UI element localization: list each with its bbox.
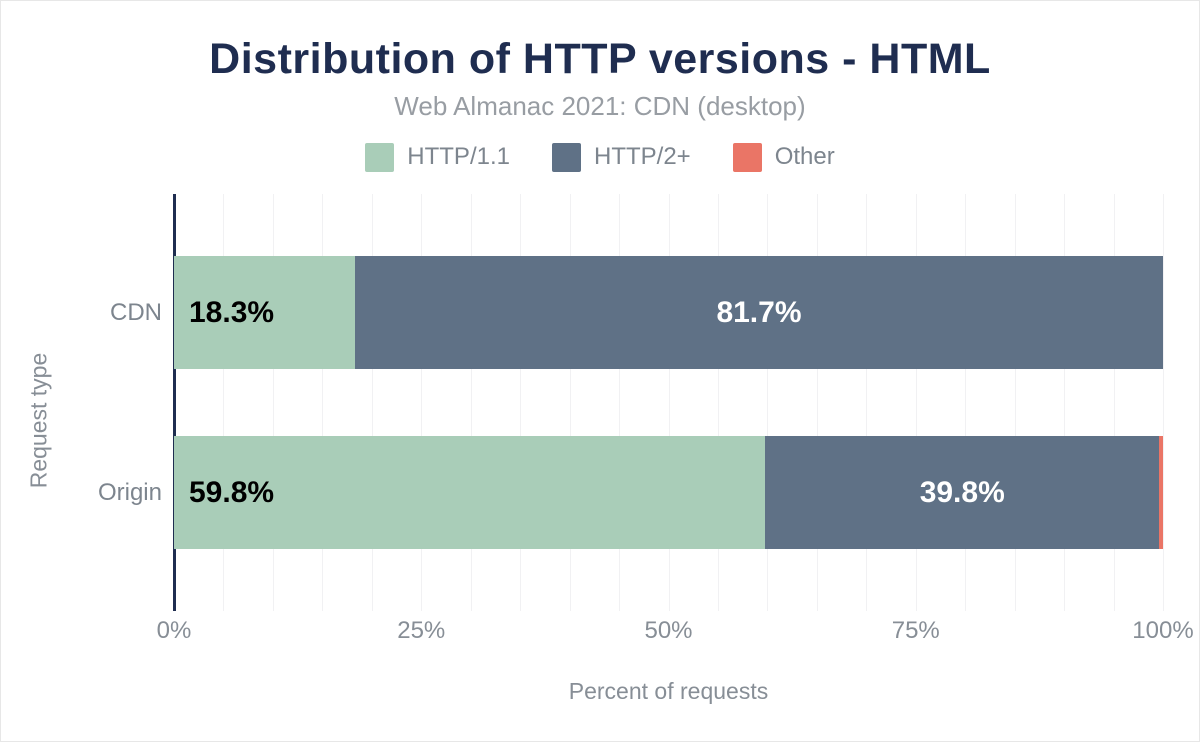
gridline bbox=[668, 194, 670, 611]
bar-value-label: 59.8% bbox=[189, 475, 275, 509]
legend-item-1[interactable]: HTTP/2+ bbox=[551, 142, 691, 172]
legend-label: HTTP/1.1 bbox=[407, 143, 510, 170]
legend-swatch-icon bbox=[365, 142, 395, 172]
gridline bbox=[223, 194, 225, 611]
gridline bbox=[816, 194, 818, 611]
gridline bbox=[767, 194, 769, 611]
bar-row-cdn: 18.3% 81.7% bbox=[174, 256, 1163, 369]
gridline bbox=[322, 194, 324, 611]
bar-segment-cdn-http2[interactable]: 81.7% bbox=[354, 256, 1163, 369]
gridline bbox=[371, 194, 373, 611]
bar-segment-origin-http2[interactable]: 39.8% bbox=[765, 436, 1160, 549]
x-tick-label: 25% bbox=[397, 617, 446, 644]
bar-value-label: 39.8% bbox=[919, 475, 1005, 509]
legend-item-2[interactable]: Other bbox=[732, 142, 835, 172]
legend-item-0[interactable]: HTTP/1.1 bbox=[365, 142, 510, 172]
gridline bbox=[866, 194, 868, 611]
legend-swatch-icon bbox=[551, 142, 581, 172]
chart-title: Distribution of HTTP versions - HTML bbox=[209, 35, 991, 83]
gridline bbox=[619, 194, 621, 611]
gridline bbox=[717, 194, 719, 611]
legend-swatch-icon bbox=[732, 142, 762, 172]
plot-area: 18.3% 81.7% 59.8% 39.8% bbox=[173, 194, 1164, 611]
gridline bbox=[421, 194, 423, 611]
x-tick-label: 0% bbox=[156, 617, 192, 644]
gridline bbox=[272, 194, 274, 611]
gridline bbox=[470, 194, 472, 611]
gridline bbox=[1064, 194, 1066, 611]
x-tick-label: 75% bbox=[891, 617, 940, 644]
gridline bbox=[915, 194, 917, 611]
category-label-cdn: CDN bbox=[110, 298, 162, 326]
gridline bbox=[569, 194, 571, 611]
bar-value-label: 81.7% bbox=[716, 295, 802, 329]
bar-segment-origin-other[interactable] bbox=[1159, 436, 1163, 549]
gridline bbox=[1014, 194, 1016, 611]
bar-value-label: 18.3% bbox=[189, 295, 275, 329]
bar-segment-origin-http11[interactable]: 59.8% bbox=[174, 436, 766, 549]
x-axis-title: Percent of requests bbox=[568, 678, 769, 704]
bar-segment-cdn-http11[interactable]: 18.3% bbox=[174, 256, 355, 369]
legend: HTTP/1.1 HTTP/2+ Other bbox=[1, 141, 1199, 173]
x-tick-label: 50% bbox=[644, 617, 693, 644]
legend-label: HTTP/2+ bbox=[593, 143, 691, 170]
gridline bbox=[520, 194, 522, 611]
bar-row-origin: 59.8% 39.8% bbox=[174, 436, 1163, 549]
legend-label: Other bbox=[774, 143, 835, 170]
gridline bbox=[1163, 194, 1164, 611]
gridline bbox=[965, 194, 967, 611]
x-tick-label: 100% bbox=[1132, 617, 1194, 644]
y-axis-line bbox=[173, 194, 176, 611]
gridline bbox=[1113, 194, 1115, 611]
category-label-origin: Origin bbox=[97, 478, 162, 506]
chart-subtitle: Web Almanac 2021: CDN (desktop) bbox=[394, 91, 806, 121]
